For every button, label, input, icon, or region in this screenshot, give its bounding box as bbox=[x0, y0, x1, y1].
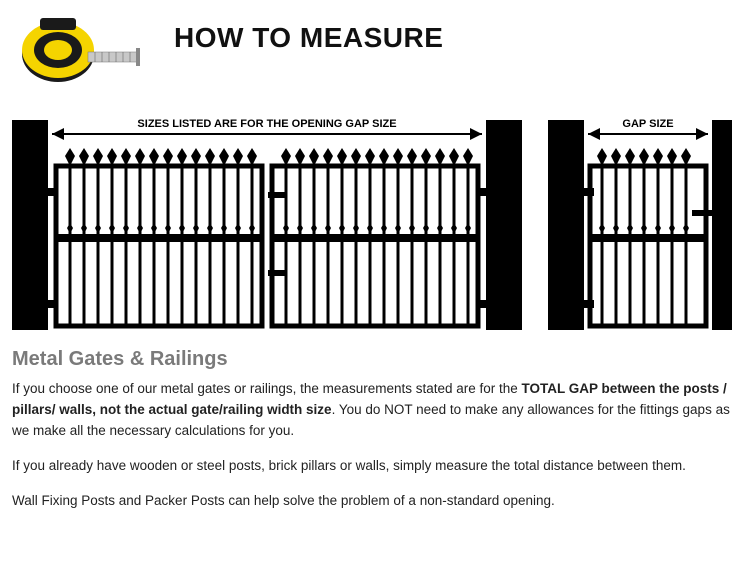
label-gap-size: GAP SIZE bbox=[584, 118, 712, 130]
page-title: HOW TO MEASURE bbox=[174, 22, 443, 54]
paragraph-2: If you already have wooden or steel post… bbox=[12, 456, 732, 477]
header: HOW TO MEASURE bbox=[0, 0, 744, 90]
paragraph-1: If you choose one of our metal gates or … bbox=[12, 379, 732, 442]
label-opening-gap: SIZES LISTED ARE FOR THE OPENING GAP SIZ… bbox=[48, 118, 486, 130]
paragraph-3: Wall Fixing Posts and Packer Posts can h… bbox=[12, 491, 732, 512]
gate-diagram: SIZES LISTED ARE FOR THE OPENING GAP SIZ… bbox=[12, 120, 732, 330]
section-title: Metal Gates & Railings bbox=[12, 348, 744, 371]
p1-lead: If you choose one of our metal gates or … bbox=[12, 381, 522, 396]
tape-measure-icon bbox=[10, 10, 150, 90]
